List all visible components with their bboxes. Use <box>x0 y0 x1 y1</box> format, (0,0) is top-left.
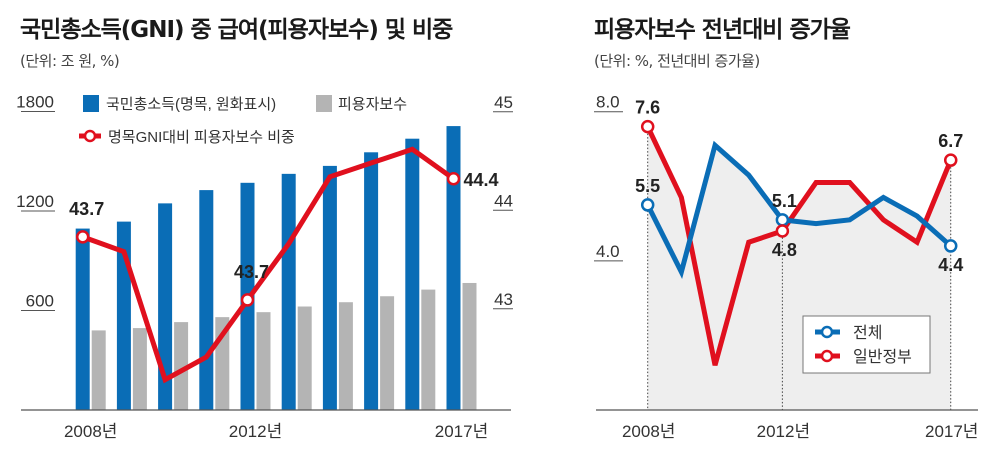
right-chart-title: 피용자보수 전년대비 증가율 <box>594 17 851 43</box>
legend-box <box>802 315 931 374</box>
government-point-marker <box>640 119 655 134</box>
legend-gni-label: 국민총소득(명목, 원화표시) <box>106 96 276 113</box>
legend-compensation-label: 피용자보수 <box>338 96 407 113</box>
share-data-label: 44.4 <box>464 170 499 190</box>
right-axis-tick-label: 45 <box>494 93 513 112</box>
gni-bar <box>405 138 420 411</box>
compensation-bar <box>421 289 436 410</box>
left-chart-title: 국민총소득(GNI) 중 급여(피용자보수) 및 비중 <box>20 17 453 43</box>
x-axis-label: 2017년 <box>925 422 978 441</box>
gni-bar <box>158 203 173 410</box>
right-chart-unit: (단위: %, 전년대비 증가율) <box>594 52 760 70</box>
compensation-bar <box>338 302 353 410</box>
left-axis-tick-label: 1800 <box>16 93 54 112</box>
compensation-bar <box>380 296 395 410</box>
government-point-marker <box>775 224 790 238</box>
share-line <box>81 146 455 384</box>
compensation-bar <box>132 328 147 410</box>
share-point-marker <box>446 172 461 186</box>
total-line <box>645 140 953 280</box>
left-axis-tick-label: 600 <box>26 292 54 311</box>
legend-compensation-swatch <box>316 95 332 112</box>
y-axis-tick-label: 8.0 <box>596 93 620 112</box>
data-label: 5.5 <box>635 176 660 196</box>
x-axis-label: 2008년 <box>64 422 117 441</box>
gni-bar <box>446 126 461 411</box>
share-data-label: 43.7 <box>234 262 269 282</box>
right-axis-tick-label: 43 <box>494 290 513 309</box>
x-axis-label: 2017년 <box>435 422 488 441</box>
left-chart-unit: (단위: 조 원, %) <box>20 52 120 70</box>
data-label: 6.7 <box>938 131 963 151</box>
x-axis-label: 2012년 <box>229 422 282 441</box>
share-point-marker <box>240 293 255 307</box>
x-axis-label: 2008년 <box>622 422 675 441</box>
compensation-bar <box>462 282 477 410</box>
gni-bar <box>281 173 296 410</box>
legend-share-marker <box>83 129 97 143</box>
right-axis-tick-label: 44 <box>494 191 513 210</box>
compensation-bar <box>297 306 312 410</box>
legend-label: 전체 <box>853 324 882 342</box>
total-point-marker <box>943 239 958 253</box>
gni-bar <box>199 190 214 410</box>
data-label: 5.1 <box>772 191 797 211</box>
total-point-marker <box>640 198 655 212</box>
data-label: 7.6 <box>635 98 660 118</box>
total-point-marker <box>775 213 790 227</box>
legend-gni-swatch <box>83 95 99 112</box>
compensation-bar <box>174 322 189 410</box>
compensation-bar <box>91 330 106 410</box>
y-axis-tick-label: 4.0 <box>596 242 620 261</box>
legend-label: 일반정부 <box>853 348 912 366</box>
legend-marker <box>820 325 834 339</box>
left-axis-tick-label: 1200 <box>16 192 54 211</box>
data-label: 4.8 <box>772 240 797 260</box>
gni-bar <box>75 228 90 410</box>
gni-bar <box>322 165 337 410</box>
compensation-bar <box>256 312 271 410</box>
share-data-label: 43.7 <box>69 199 104 219</box>
data-label: 4.4 <box>938 255 963 275</box>
share-point-marker <box>75 230 90 244</box>
x-axis-label: 2012년 <box>757 422 810 441</box>
legend-marker <box>820 349 834 363</box>
legend-share-label: 명목GNI대비 피용자보수 비중 <box>108 129 295 146</box>
government-line <box>645 125 954 366</box>
gni-bar <box>364 152 379 411</box>
government-point-marker <box>943 153 958 167</box>
